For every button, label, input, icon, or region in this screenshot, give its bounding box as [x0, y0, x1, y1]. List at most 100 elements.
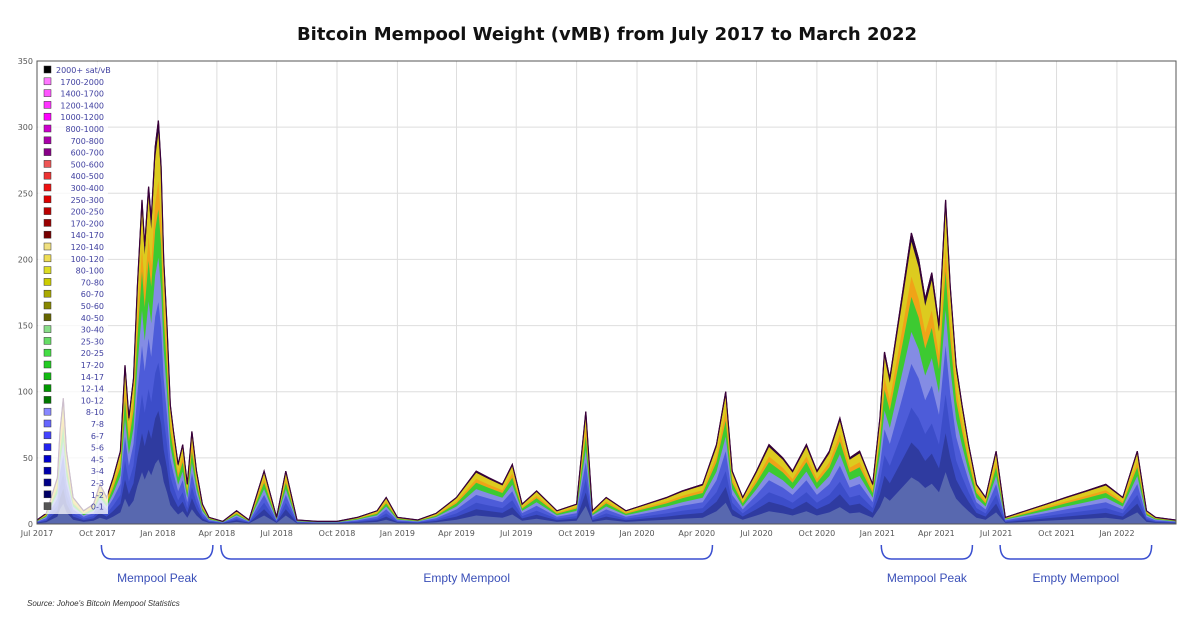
legend-swatch: [43, 443, 52, 451]
legend-swatch: [43, 478, 52, 487]
legend-label: 80-100: [76, 267, 104, 276]
legend-label: 500-600: [71, 160, 104, 169]
legend-label: 50-60: [81, 302, 104, 311]
annotation-bracket: [220, 544, 714, 560]
legend-label: 25-30: [81, 337, 104, 346]
legend-swatch: [43, 230, 52, 239]
legend-swatch: [43, 384, 52, 392]
legend-label: 4-5: [91, 455, 104, 464]
x-tick-label: Oct 2020: [799, 529, 836, 538]
x-tick-label: Apr 2020: [678, 529, 715, 538]
legend-swatch: [43, 77, 52, 86]
y-tick-label: 150: [18, 322, 33, 331]
grid: [36, 60, 1176, 525]
legend-label: 600-700: [71, 149, 104, 158]
annotation-bracket: [999, 544, 1153, 560]
axes: 0 50 100 150 200 250 300 350 Jul 2017 Oct 2017 Jan…: [18, 57, 1177, 538]
legend-label: 1-2: [91, 491, 104, 500]
x-tick-label: Jul 2019: [499, 529, 533, 538]
legend-label: 2000+ sat/vB: [56, 66, 111, 75]
x-tick-label: Jan 2018: [139, 529, 175, 538]
legend-swatch: [43, 207, 52, 215]
y-tick-label: 100: [18, 388, 33, 397]
plot-border: [36, 60, 1177, 525]
annotation-label: Empty Mempool: [423, 571, 510, 585]
legend-label: 30-40: [81, 326, 104, 335]
legend-label: 1700-2000: [60, 78, 104, 87]
legend-swatch: [43, 242, 52, 251]
legend-swatch: [43, 431, 52, 440]
legend-swatch: [43, 171, 52, 180]
legend-swatch: [43, 183, 52, 192]
y-tick-label: 0: [28, 520, 33, 529]
legend-label: 170-200: [71, 219, 104, 228]
legend-label: 14-17: [81, 373, 104, 382]
annotation-bracket: [100, 544, 214, 560]
legend-label: 40-50: [81, 314, 104, 323]
annotation-label: Mempool Peak: [117, 571, 198, 585]
legend-label: 6-7: [91, 432, 104, 441]
x-tick-label: Jan 2021: [859, 529, 895, 538]
legend-label: 70-80: [81, 278, 104, 287]
legend-swatch: [43, 301, 52, 310]
legend-swatch: [43, 490, 52, 499]
annotation-bracket: [880, 544, 974, 560]
legend-swatch: [43, 419, 52, 428]
legend-label: 20-25: [81, 349, 104, 358]
legend-swatch: [43, 148, 52, 156]
legend-swatch: [43, 466, 52, 475]
x-tick-label: Jan 2019: [379, 529, 415, 538]
legend-label: 12-14: [81, 385, 104, 394]
legend-swatch: [43, 136, 52, 145]
plot-area: [37, 61, 1176, 524]
x-tick-label: Jul 2018: [259, 529, 293, 538]
chart-title: Bitcoin Mempool Weight (vMB) from July 2…: [297, 24, 917, 45]
source-note: Source: Johoe's Bitcoin Mempool Statisti…: [27, 599, 180, 608]
legend-label: 5-6: [91, 444, 104, 453]
legend-label: 2-3: [91, 479, 104, 488]
legend-swatch: [43, 89, 52, 97]
legend-label: 700-800: [71, 137, 104, 146]
legend-swatch: [43, 325, 52, 333]
legend-label: 300-400: [71, 184, 104, 193]
total-series-line: [36, 120, 1176, 523]
legend-swatch: [43, 101, 52, 109]
legend-swatch: [43, 455, 52, 463]
legend-label: 120-140: [71, 243, 104, 252]
legend-swatch: [43, 407, 52, 416]
x-tick-label: Jan 2022: [1098, 529, 1134, 538]
legend-swatch: [43, 254, 52, 263]
fee-band-area: [37, 411, 1176, 524]
legend-label: 0-1: [91, 503, 104, 512]
x-tick-label: Jan 2020: [618, 529, 654, 538]
legend-swatch: [43, 502, 52, 510]
annotations: Mempool Peak Empty Mempool Mempool Peak Emp…: [100, 544, 1153, 585]
fee-band-area: [37, 459, 1176, 524]
legend-label: 60-70: [81, 290, 104, 299]
x-tick-label: Jul 2021: [979, 529, 1013, 538]
data-areas: [36, 120, 1176, 525]
legend-label: 200-250: [71, 208, 104, 217]
legend-label: 1400-1700: [60, 90, 104, 99]
x-tick-label: Oct 2019: [558, 529, 595, 538]
x-tick-label: Oct 2021: [1038, 529, 1075, 538]
legend-label: 1200-1400: [60, 101, 104, 110]
legend-label: 100-120: [71, 255, 104, 264]
legend-label: 250-300: [71, 196, 104, 205]
legend-swatch: [43, 160, 52, 168]
legend-swatch: [43, 360, 52, 369]
y-tick-label: 200: [18, 255, 33, 264]
y-tick-label: 50: [23, 454, 33, 463]
y-tick-label: 250: [18, 189, 33, 198]
x-tick-label: Oct 2017: [79, 529, 116, 538]
legend-label: 800-1000: [65, 125, 104, 134]
legend-swatch: [43, 65, 52, 74]
legend-swatch: [43, 396, 52, 404]
annotation-label: Mempool Peak: [887, 571, 968, 585]
x-tick-label: Apr 2018: [199, 529, 236, 538]
legend-label: 1000-1200: [60, 113, 104, 122]
legend-label: 17-20: [81, 361, 104, 370]
legend-label: 8-10: [86, 408, 104, 417]
legend-label: 400-500: [71, 172, 104, 181]
